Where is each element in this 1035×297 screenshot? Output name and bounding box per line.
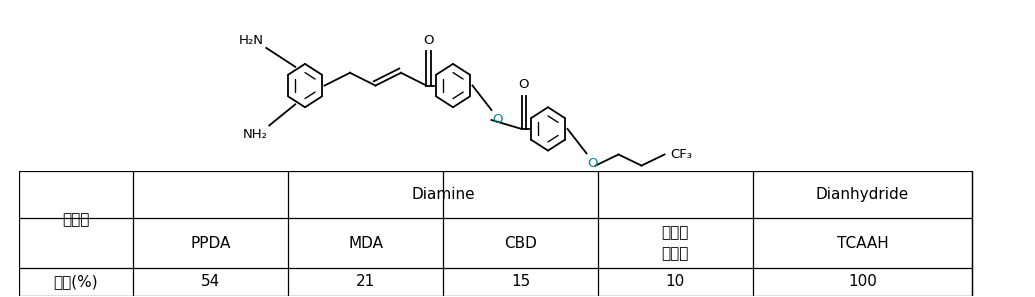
Text: H₂N: H₂N (239, 34, 264, 47)
Text: 10: 10 (666, 274, 685, 289)
Text: CBD: CBD (504, 236, 537, 251)
Text: NH₂: NH₂ (242, 128, 267, 141)
Text: CF₃: CF₃ (671, 148, 692, 161)
Text: O: O (588, 157, 598, 170)
Text: 비율(%): 비율(%) (54, 274, 98, 289)
Text: TCAAH: TCAAH (836, 236, 888, 251)
Text: Diamine: Diamine (411, 187, 475, 202)
Text: 54: 54 (201, 274, 220, 289)
Text: 21: 21 (356, 274, 376, 289)
Text: PPDA: PPDA (190, 236, 231, 251)
Text: MDA: MDA (348, 236, 383, 251)
Text: 광활성
단량체: 광활성 단량체 (661, 225, 689, 261)
Text: 단량체: 단량체 (62, 212, 90, 227)
Text: O: O (493, 113, 503, 126)
Text: O: O (519, 78, 529, 91)
Text: 100: 100 (848, 274, 877, 289)
Text: 15: 15 (511, 274, 530, 289)
Text: O: O (423, 34, 434, 47)
Text: Dianhydride: Dianhydride (816, 187, 909, 202)
